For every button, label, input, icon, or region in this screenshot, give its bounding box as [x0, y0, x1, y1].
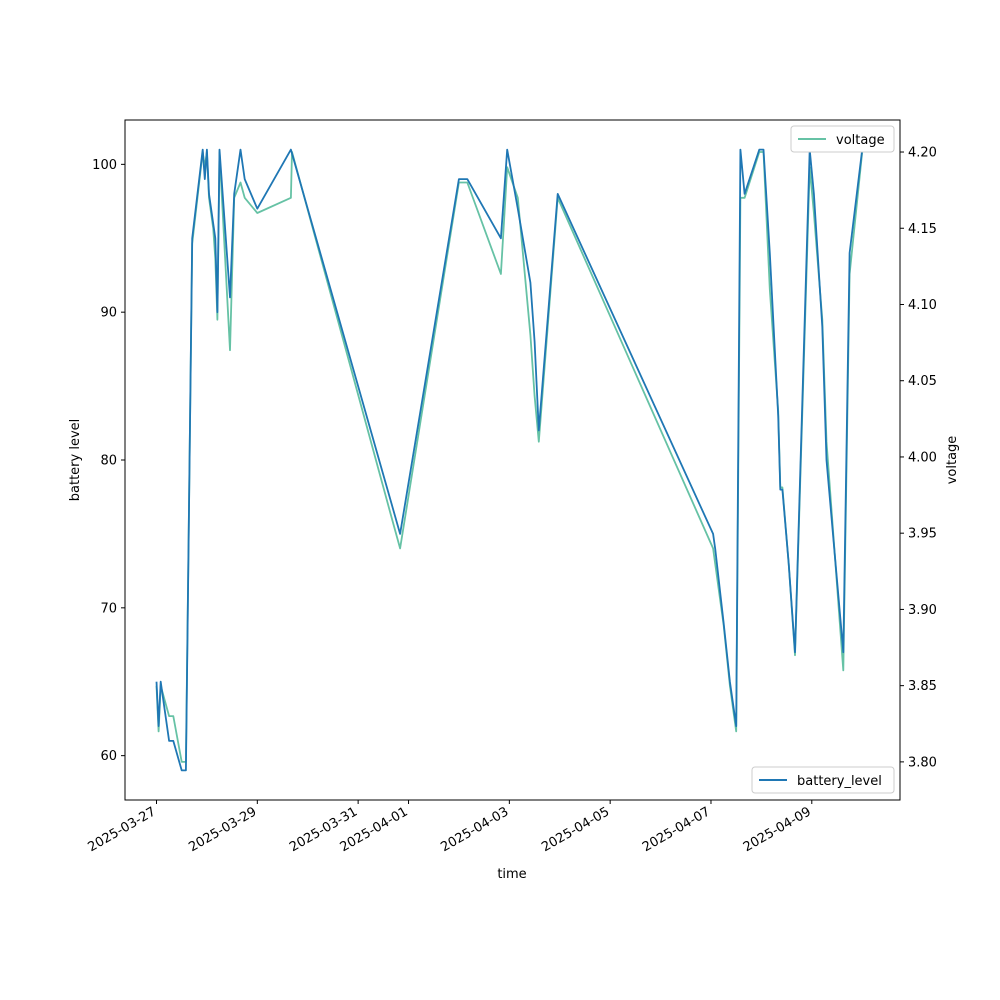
y-left-tick-label: 60 [100, 749, 117, 764]
y-right-tick-label: 4.00 [908, 450, 937, 465]
legend-battery-level: battery_level [751, 766, 895, 794]
y-right-tick-label: 3.80 [908, 755, 937, 770]
y-right-tick-label: 4.20 [908, 146, 937, 161]
y-left-tick-label: 100 [92, 158, 117, 173]
y-left-tick-label: 90 [100, 306, 117, 321]
y-axis-left: 60 70 80 90 100 [92, 158, 125, 764]
legend-battery-level-box [751, 766, 895, 794]
legend-voltage: voltage [790, 125, 895, 153]
y-axis-left-label: battery level [68, 419, 83, 502]
y-right-tick-label: 4.15 [908, 222, 937, 237]
y-right-tick-label: 3.90 [908, 603, 937, 618]
legend-voltage-label: voltage [836, 133, 885, 148]
y-axis-right: 3.80 3.85 3.90 3.95 4.00 4.05 4.10 4.15 4.20 [900, 146, 937, 770]
y-axis-right-label: voltage [945, 436, 960, 485]
y-left-tick-label: 80 [100, 454, 117, 469]
x-axis-label: time [497, 867, 526, 882]
series-line-battery-level [155, 148, 864, 772]
legend-voltage-box [790, 125, 895, 153]
y-right-tick-label: 3.85 [908, 679, 937, 694]
y-right-tick-label: 3.95 [908, 527, 937, 542]
y-right-tick-label: 4.05 [908, 374, 937, 389]
legend-battery-level-label: battery_level [797, 774, 882, 789]
y-right-tick-label: 4.10 [908, 298, 937, 313]
y-left-tick-label: 70 [100, 601, 117, 616]
series-layer [155, 148, 864, 772]
